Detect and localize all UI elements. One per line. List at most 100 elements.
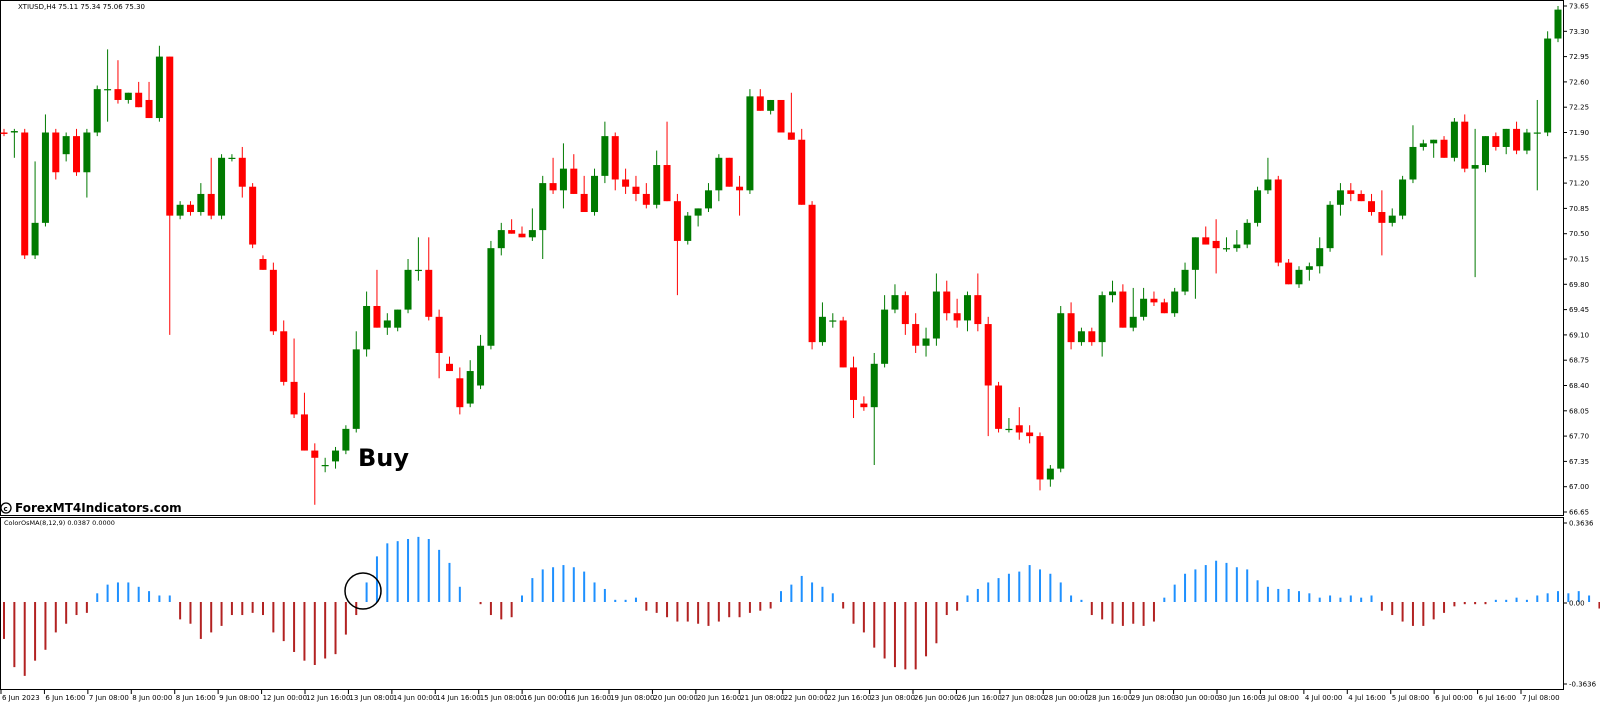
candle — [487, 240, 495, 350]
candle-body — [787, 132, 795, 140]
candle-body — [1067, 313, 1075, 343]
time-tick-label: 23 Jun 08:00 — [871, 694, 915, 702]
candle-body — [1015, 425, 1023, 433]
indicator-tick-label: -0.3636 — [1569, 681, 1597, 689]
candle-body — [1129, 316, 1137, 328]
candle — [1233, 230, 1241, 252]
candle-body — [218, 157, 226, 216]
candle-body — [487, 248, 495, 346]
candle — [798, 128, 806, 205]
candle — [21, 128, 29, 259]
candle-body — [414, 269, 422, 272]
time-tick-label: 14 Jun 16:00 — [436, 694, 480, 702]
candle — [1057, 305, 1065, 473]
candle — [1368, 193, 1376, 216]
candle — [704, 183, 712, 213]
candle-body — [1326, 204, 1334, 249]
symbol-info-label: XTIUSD,H4 75.11 75.34 75.06 75.30 — [18, 3, 145, 11]
candle-body — [881, 309, 889, 364]
candle-body — [974, 295, 982, 325]
candle — [259, 255, 267, 270]
time-tick-label: 22 Jun 16:00 — [827, 694, 871, 702]
candle-body — [1202, 237, 1210, 245]
candle — [673, 193, 681, 296]
candle — [1502, 128, 1510, 155]
candle-body — [528, 230, 536, 238]
candle — [694, 208, 702, 227]
candle-body — [1419, 143, 1427, 147]
candle-body — [290, 381, 298, 415]
candle — [373, 269, 381, 328]
candle — [1554, 6, 1562, 43]
candle — [601, 121, 609, 184]
candle-body — [456, 378, 464, 408]
candle — [83, 128, 91, 198]
candle — [1109, 280, 1117, 303]
watermark-text: ForexMT4Indicators.com — [15, 501, 182, 515]
candle-body — [570, 168, 578, 194]
candle — [932, 273, 940, 346]
candle — [1160, 298, 1168, 314]
candle — [1316, 237, 1324, 274]
candle-body — [1264, 179, 1272, 191]
candle — [1481, 136, 1489, 173]
candle-body — [342, 428, 350, 451]
candle-body — [580, 193, 588, 213]
candle-body — [394, 309, 402, 328]
candle — [321, 457, 329, 473]
candle — [922, 327, 930, 357]
candle — [197, 183, 205, 216]
candle-body — [404, 269, 412, 310]
candle-body — [197, 193, 205, 213]
price-tick-label: 67.00 — [1569, 483, 1589, 491]
candle-body — [953, 313, 961, 321]
candle-body — [673, 201, 681, 241]
candle — [145, 81, 153, 119]
candle — [518, 226, 526, 238]
time-tick-label: 13 Jun 08:00 — [349, 694, 393, 702]
candle — [1222, 237, 1230, 252]
candle — [850, 356, 858, 419]
candle — [901, 291, 909, 335]
price-tick-label: 72.95 — [1569, 53, 1589, 61]
candle-body — [860, 403, 868, 408]
candle-body — [425, 269, 433, 317]
time-tick-label: 4 Jul 16:00 — [1348, 694, 1386, 702]
price-axis: 73.65 73.30 72.95 72.60 72.25 71.90 71.55 71.20… — [1563, 3, 1589, 517]
candle — [1171, 287, 1179, 317]
candle-body — [155, 56, 163, 119]
candle-body — [1523, 132, 1531, 151]
time-tick-label: 19 Jun 08:00 — [610, 694, 654, 702]
candle-body — [1088, 331, 1096, 343]
candle — [559, 143, 567, 209]
candle-body — [912, 324, 920, 346]
candle — [73, 128, 81, 176]
candle-body — [1502, 128, 1510, 147]
candle — [1357, 190, 1365, 202]
candle-body — [1191, 237, 1199, 270]
candle — [622, 168, 630, 194]
time-tick-label: 22 Jun 00:00 — [784, 694, 828, 702]
candle-body — [1140, 298, 1148, 317]
candle-body — [591, 175, 599, 213]
candle — [10, 128, 18, 158]
candle — [1295, 266, 1303, 288]
time-tick-label: 20 Jun 00:00 — [653, 694, 697, 702]
candle-body — [1285, 262, 1293, 285]
candle-body — [466, 371, 474, 404]
buy-annotation: Buy — [358, 444, 409, 472]
candle-body — [104, 89, 112, 91]
candle-body — [1378, 212, 1386, 223]
candle — [663, 121, 671, 202]
candle-body — [756, 96, 764, 111]
candle — [1119, 284, 1127, 328]
time-tick-label: 8 Jun 00:00 — [132, 694, 172, 702]
time-tick-label: 6 Jun 2023 — [2, 694, 40, 702]
candle — [839, 316, 847, 368]
candle — [1254, 186, 1262, 227]
candle-body — [73, 136, 81, 173]
time-tick-label: 9 Jun 08:00 — [219, 694, 259, 702]
candle — [1399, 175, 1407, 220]
candle — [1513, 121, 1521, 155]
time-tick-label: 20 Jun 16:00 — [697, 694, 741, 702]
